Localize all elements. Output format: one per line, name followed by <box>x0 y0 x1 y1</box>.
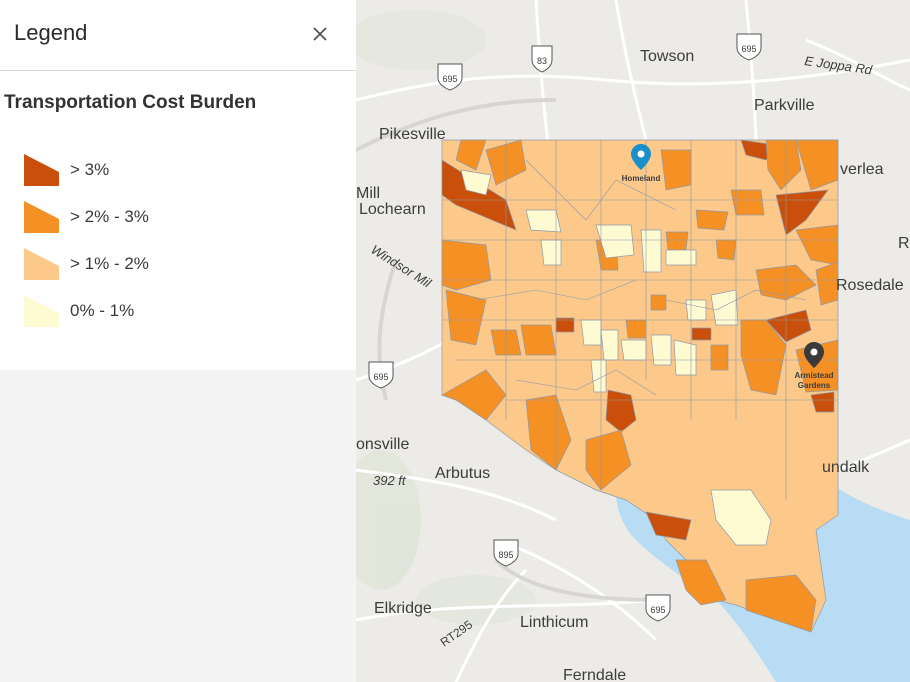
legend-swatch <box>24 295 59 327</box>
marker-label: Homeland <box>622 174 661 183</box>
elevation-label: 392 ft <box>373 473 407 488</box>
place-label: Ferndale <box>563 667 626 682</box>
highway-shield: 895 <box>493 539 519 567</box>
place-label: Mill <box>356 185 380 202</box>
legend-panel: Legend Transportation Cost Burden > 3% >… <box>0 0 356 370</box>
close-icon[interactable] <box>308 22 332 46</box>
shield-label: 695 <box>442 74 457 84</box>
marker-label: Gardens <box>798 381 831 390</box>
highway-shield: 695 <box>736 33 762 61</box>
legend-label: > 1% - 2% <box>70 254 149 273</box>
shield-label: 695 <box>373 372 388 382</box>
place-label: Towson <box>640 48 694 65</box>
place-label: Pikesville <box>379 126 446 143</box>
legend-header: Legend <box>0 0 356 71</box>
place-label: Arbutus <box>435 465 490 482</box>
place-label: onsville <box>356 436 409 453</box>
place-label: R <box>898 235 910 252</box>
terrain <box>356 10 536 625</box>
legend-title: Legend <box>14 20 88 45</box>
marker-label: Armistead <box>794 371 833 380</box>
armistead-gardens-marker[interactable]: Armistead Gardens <box>794 342 834 390</box>
road-label: E Joppa Rd <box>804 53 874 77</box>
shield-label: 695 <box>741 44 756 54</box>
map-view[interactable]: 83 695 695 695 895 695 Towson Parkville … <box>356 0 910 682</box>
legend-item: 0% - 1% <box>24 293 134 329</box>
map-canvas[interactable]: 83 695 695 695 895 695 Towson Parkville … <box>356 0 910 682</box>
highway-shield: 695 <box>645 594 671 622</box>
legend-swatch <box>24 154 59 186</box>
legend-label: 0% - 1% <box>70 301 135 320</box>
legend-label: > 2% - 3% <box>70 207 149 226</box>
place-label: Lochearn <box>359 201 426 218</box>
place-label: undalk <box>822 459 870 476</box>
legend-item: > 3% <box>24 152 109 188</box>
layer-title: Transportation Cost Burden <box>4 92 257 113</box>
place-label: Elkridge <box>374 600 432 617</box>
highway-shield: 83 <box>531 45 553 73</box>
legend-item: > 1% - 2% <box>24 246 149 282</box>
place-label: verlea <box>840 161 884 178</box>
legend-swatch <box>24 248 59 280</box>
road-label: Windsor Mil <box>368 242 434 291</box>
legend-swatch <box>24 201 59 233</box>
highway-shield: 695 <box>368 361 394 389</box>
place-label: Linthicum <box>520 614 588 631</box>
highway-shield: 695 <box>437 63 463 91</box>
choropleth <box>441 139 839 633</box>
shield-label: 695 <box>650 605 665 615</box>
legend-label: > 3% <box>70 160 110 179</box>
legend-item: > 2% - 3% <box>24 199 149 235</box>
shield-label: 895 <box>498 550 513 560</box>
homeland-marker[interactable]: Homeland <box>622 144 661 183</box>
place-label: Parkville <box>754 97 815 114</box>
place-label: Rosedale <box>836 277 904 294</box>
panel-background <box>0 370 356 682</box>
shield-label: 83 <box>537 56 547 66</box>
